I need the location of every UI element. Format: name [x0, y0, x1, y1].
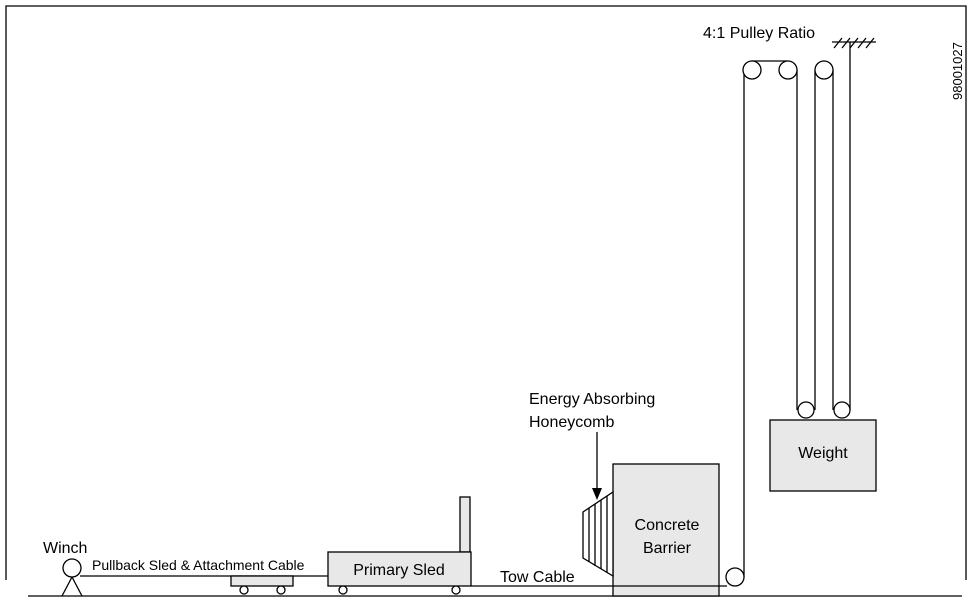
- pulley-system: [725, 60, 851, 587]
- barrier-box: [612, 463, 720, 597]
- figure-id: 98001027: [950, 42, 965, 100]
- weight-label: Weight: [798, 445, 848, 462]
- winch: [61, 558, 83, 597]
- honeycomb-label: Honeycomb: [529, 414, 614, 431]
- primary-sled: [327, 496, 472, 595]
- ceiling-anchor: [832, 37, 876, 410]
- frame: [5, 5, 967, 597]
- primary-sled-label: Primary Sled: [353, 562, 445, 579]
- barrier-label: Barrier: [643, 540, 692, 557]
- pulley-ratio-label: 4:1 Pulley Ratio: [703, 25, 815, 42]
- pullback-label: Pullback Sled & Attachment Cable: [92, 557, 305, 573]
- pullback-sled: [80, 575, 328, 595]
- tow-cable-label: Tow Cable: [500, 569, 575, 586]
- weight-box: [769, 419, 877, 492]
- winch-label: Winch: [43, 540, 87, 557]
- honeycomb: [582, 432, 614, 578]
- honeycomb-label: Energy Absorbing: [529, 391, 655, 408]
- barrier-label: Concrete: [635, 517, 700, 534]
